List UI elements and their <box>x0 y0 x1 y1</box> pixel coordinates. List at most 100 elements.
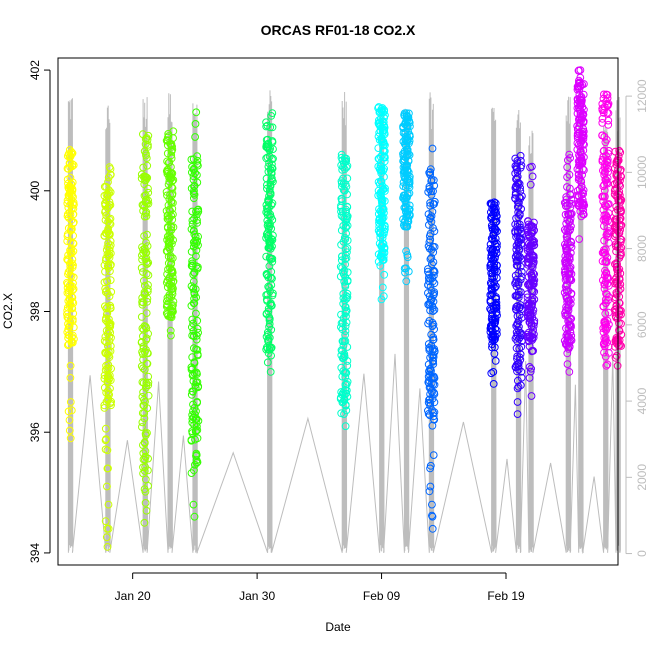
data-point <box>487 214 496 223</box>
data-point <box>102 533 111 542</box>
data-point <box>425 487 434 496</box>
data-point <box>404 157 413 166</box>
data-point <box>192 309 200 318</box>
data-point <box>188 207 197 216</box>
data-point <box>616 207 625 216</box>
data-point <box>64 314 73 323</box>
outlier-point <box>103 543 112 551</box>
outlier-point <box>528 162 536 171</box>
data-point <box>68 225 76 234</box>
data-point <box>514 376 522 385</box>
data-point <box>143 359 152 368</box>
data-point <box>106 165 115 173</box>
data-point <box>566 275 575 284</box>
data-point <box>577 178 586 187</box>
data-point <box>578 103 587 111</box>
data-point <box>63 196 72 205</box>
data-point <box>141 487 150 496</box>
data-point <box>530 295 539 304</box>
data-point <box>191 120 200 128</box>
data-point <box>603 155 612 164</box>
data-point <box>378 104 387 112</box>
data-point <box>138 418 147 427</box>
data-point <box>565 226 574 235</box>
data-point <box>138 243 146 252</box>
series-5 <box>187 108 203 521</box>
data-point <box>267 301 276 310</box>
data-point <box>188 257 197 266</box>
data-point <box>168 302 177 311</box>
data-point <box>427 330 436 339</box>
data-point <box>139 463 147 472</box>
data-point <box>600 132 609 141</box>
data-point <box>101 424 110 433</box>
data-point <box>616 269 625 278</box>
data-point <box>603 274 611 282</box>
data-point <box>188 262 197 271</box>
data-point <box>192 262 201 271</box>
data-point <box>101 216 110 225</box>
data-point <box>524 258 532 267</box>
data-point <box>339 341 348 350</box>
data-point <box>603 233 612 242</box>
data-point <box>616 235 625 244</box>
data-point <box>168 304 177 313</box>
data-point <box>65 426 74 435</box>
data-point <box>266 300 275 309</box>
data-point <box>140 180 149 189</box>
data-point <box>104 364 113 373</box>
data-point <box>563 173 571 182</box>
data-point <box>562 202 570 210</box>
data-point <box>164 265 172 274</box>
data-point <box>341 322 350 331</box>
data-point <box>490 284 499 292</box>
data-point <box>576 207 585 216</box>
series-10 <box>424 144 439 533</box>
data-point <box>267 201 276 210</box>
data-point <box>106 304 115 313</box>
data-point <box>138 393 147 401</box>
data-point <box>64 331 73 340</box>
data-point <box>189 172 198 181</box>
data-point <box>615 265 624 274</box>
data-point <box>267 343 276 352</box>
x-tick-label: Feb 09 <box>363 589 401 603</box>
data-point <box>524 217 532 225</box>
data-point <box>342 389 351 398</box>
data-point <box>338 182 346 191</box>
data-point <box>513 157 522 165</box>
data-point <box>269 154 277 163</box>
data-point <box>193 316 202 325</box>
data-point <box>190 187 198 195</box>
data-point <box>578 159 586 168</box>
data-point <box>491 199 500 208</box>
data-point <box>100 337 109 345</box>
data-point <box>576 111 585 120</box>
data-point <box>140 439 149 448</box>
data-point <box>102 435 110 444</box>
data-point <box>613 263 621 271</box>
data-point <box>139 342 148 351</box>
data-point <box>512 256 521 265</box>
data-point <box>104 225 112 233</box>
data-point <box>565 269 574 278</box>
data-point <box>265 243 273 252</box>
outlier-point <box>575 235 584 244</box>
data-point <box>487 251 496 260</box>
data-point <box>512 361 521 369</box>
data-point <box>138 324 147 333</box>
data-point <box>263 208 272 216</box>
data-point <box>190 288 199 297</box>
data-point <box>337 256 346 265</box>
data-point <box>514 178 523 187</box>
data-point <box>575 159 584 168</box>
data-point <box>429 307 437 316</box>
outlier-point <box>104 500 113 509</box>
data-point <box>401 118 410 127</box>
data-point <box>342 386 351 395</box>
outlier-point <box>66 361 75 370</box>
data-point <box>144 131 153 140</box>
data-point <box>268 160 276 169</box>
data-point <box>105 230 114 238</box>
data-point <box>137 313 146 321</box>
